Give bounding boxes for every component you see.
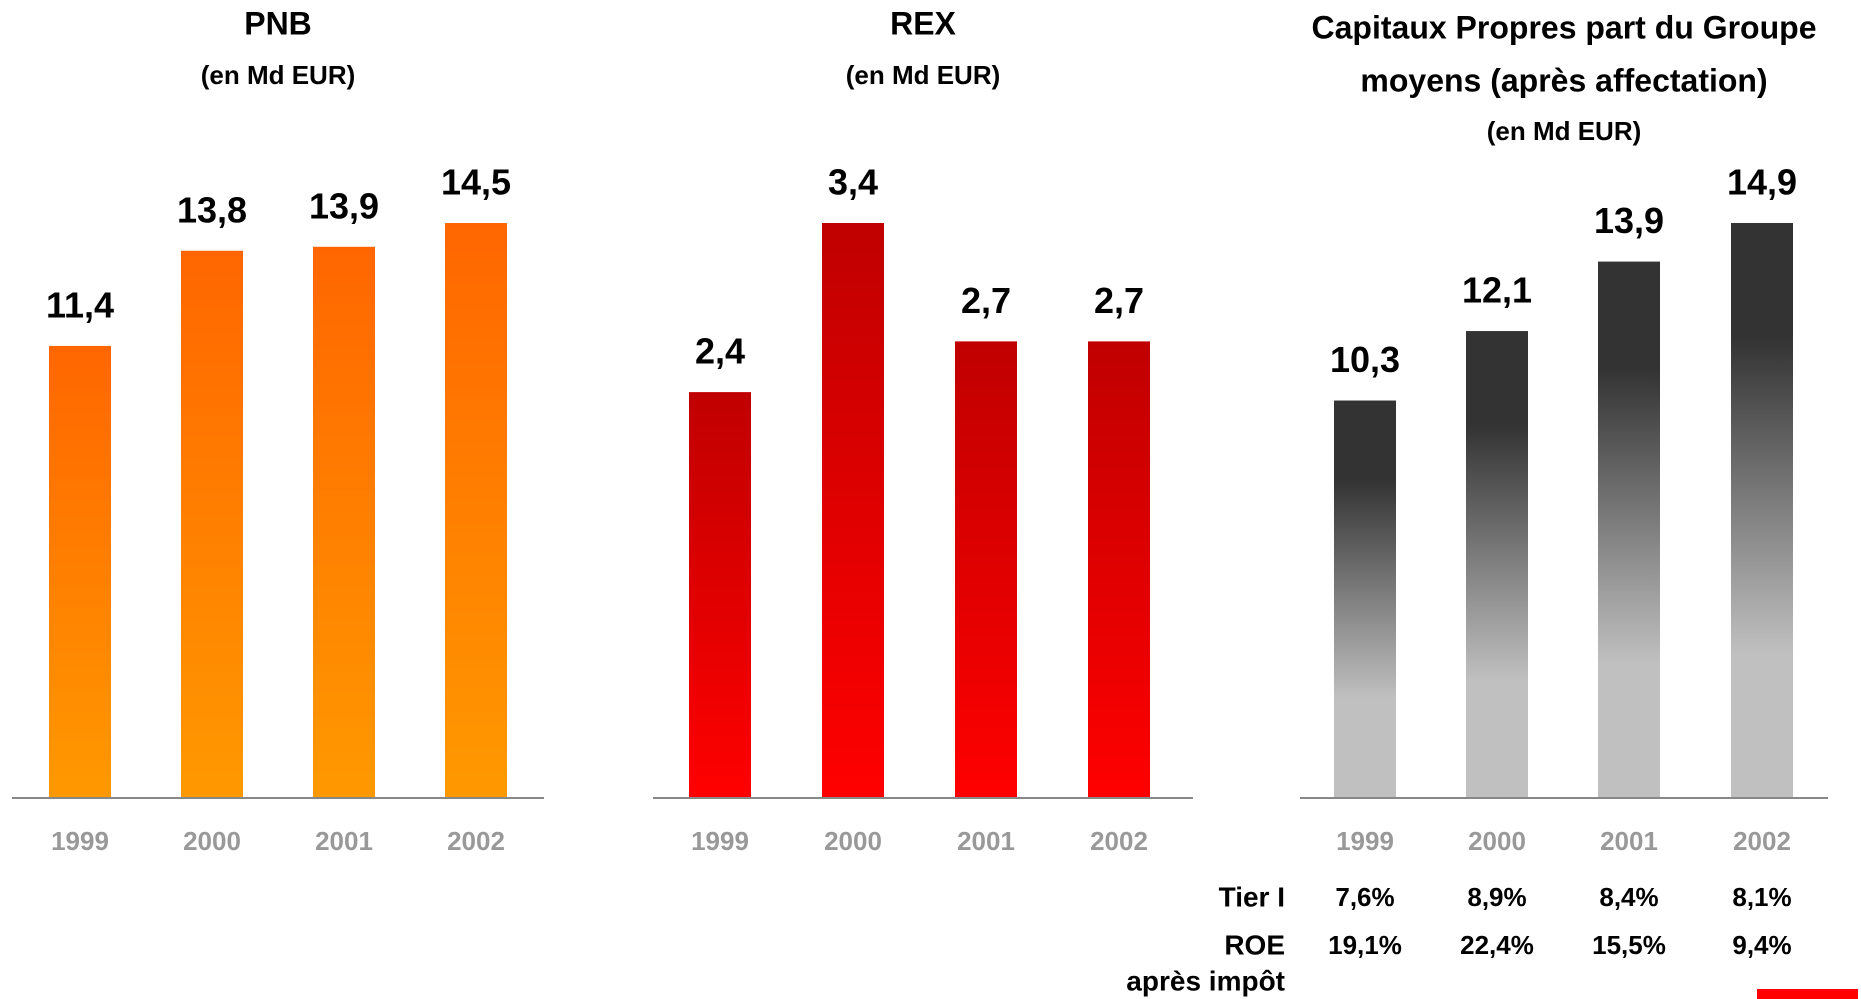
x-tick-label: 1999 (51, 826, 109, 856)
bar (822, 223, 884, 798)
table-cell: 8,4% (1599, 882, 1658, 912)
data-label: 13,9 (309, 185, 379, 226)
chart-subtitle: (en Md EUR) (1487, 116, 1642, 146)
bar (1731, 223, 1793, 798)
table-cell: 8,9% (1467, 882, 1526, 912)
data-label: 13,8 (177, 189, 247, 230)
bar (1334, 400, 1396, 798)
chart-title: REX (890, 5, 956, 41)
table-cell: 22,4% (1460, 930, 1534, 960)
chart-title: PNB (244, 5, 312, 41)
bar (1466, 331, 1528, 798)
bar (445, 223, 507, 798)
x-tick-label: 2001 (315, 826, 373, 856)
bar (181, 250, 243, 799)
x-tick-label: 1999 (1336, 826, 1394, 856)
bar (689, 392, 751, 798)
chart-subtitle: (en Md EUR) (201, 60, 356, 90)
table-cell: 19,1% (1328, 930, 1402, 960)
x-tick-label: 2000 (1468, 826, 1526, 856)
table-cell: 7,6% (1335, 882, 1394, 912)
row-label: après impôt (1126, 965, 1285, 996)
row-label: ROE (1224, 929, 1285, 960)
corner-mark (1757, 989, 1858, 999)
x-tick-label: 2002 (447, 826, 505, 856)
bar (1598, 261, 1660, 799)
x-tick-label: 1999 (691, 826, 749, 856)
data-label: 3,4 (828, 162, 878, 203)
table-cell: 15,5% (1592, 930, 1666, 960)
bar (1088, 341, 1150, 798)
x-tick-label: 2002 (1733, 826, 1791, 856)
data-label: 11,4 (46, 284, 114, 325)
bar (49, 345, 111, 798)
data-label: 2,7 (1094, 280, 1144, 321)
data-label: 2,7 (961, 280, 1011, 321)
data-label: 14,9 (1727, 162, 1797, 203)
x-tick-label: 2001 (1600, 826, 1658, 856)
data-label: 13,9 (1594, 200, 1664, 241)
data-label: 14,5 (441, 162, 511, 203)
bar (313, 246, 375, 799)
bar (955, 341, 1017, 798)
chart-subtitle: (en Md EUR) (846, 60, 1001, 90)
x-tick-label: 2000 (824, 826, 882, 856)
table-cell: 9,4% (1732, 930, 1791, 960)
row-label: Tier I (1219, 881, 1285, 912)
table-cell: 8,1% (1732, 882, 1791, 912)
data-label: 12,1 (1462, 270, 1532, 311)
x-tick-label: 2000 (183, 826, 241, 856)
data-label: 10,3 (1330, 339, 1400, 380)
x-tick-label: 2002 (1090, 826, 1148, 856)
data-label: 2,4 (695, 331, 745, 372)
chart-title: moyens (après affectation) (1360, 62, 1767, 98)
x-tick-label: 2001 (957, 826, 1015, 856)
chart-title: Capitaux Propres part du Groupe (1312, 9, 1817, 45)
